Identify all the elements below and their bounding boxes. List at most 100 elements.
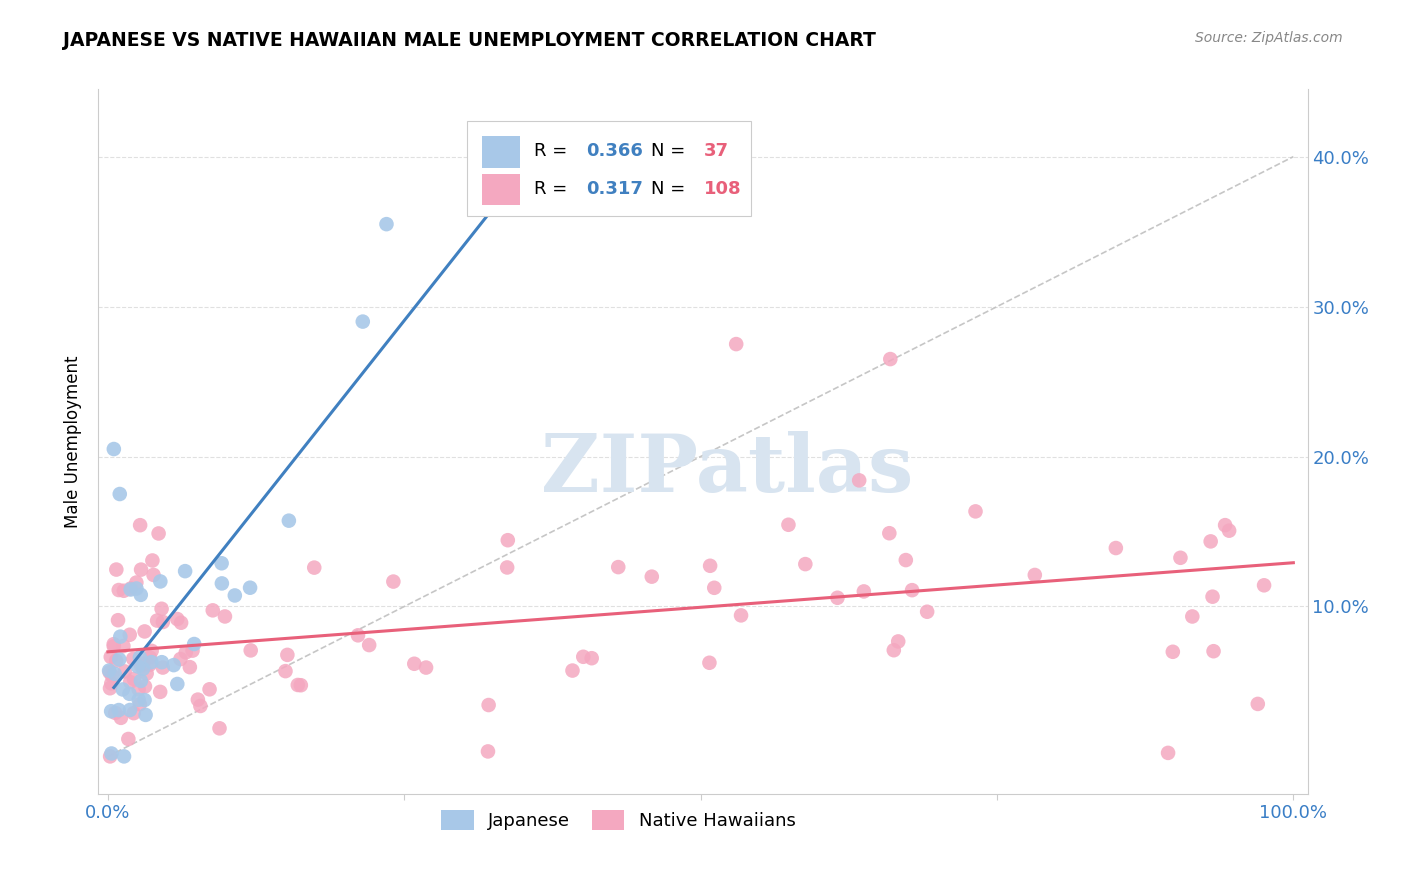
Point — [103, 637, 125, 651]
Point — [107, 613, 129, 627]
Point — [134, 624, 156, 639]
Point — [1024, 568, 1046, 582]
Point — [103, 442, 125, 456]
Point — [1181, 609, 1204, 624]
FancyBboxPatch shape — [467, 121, 751, 216]
Point — [699, 558, 721, 573]
Y-axis label: Male Unemployment: Male Unemployment — [65, 355, 83, 528]
Point — [104, 666, 127, 681]
Point — [118, 628, 141, 642]
Text: N =: N = — [651, 142, 690, 161]
Point — [179, 660, 201, 674]
Point — [127, 659, 149, 673]
Point — [224, 589, 246, 603]
Point — [848, 474, 870, 488]
Point — [98, 749, 121, 764]
Text: 108: 108 — [704, 180, 742, 198]
Point — [128, 692, 150, 706]
Point — [122, 672, 145, 686]
Point — [496, 533, 519, 548]
Point — [152, 615, 174, 629]
Point — [108, 487, 131, 501]
Point — [274, 664, 297, 678]
Point — [415, 660, 437, 674]
Point — [100, 649, 122, 664]
Point — [129, 588, 152, 602]
Text: R =: R = — [534, 180, 572, 198]
Point — [103, 640, 125, 654]
Point — [118, 687, 141, 701]
Point — [117, 731, 139, 746]
Point — [208, 722, 231, 736]
Point — [794, 557, 817, 571]
Point — [110, 711, 132, 725]
Point — [1161, 645, 1184, 659]
Point — [108, 652, 131, 666]
Point — [1201, 590, 1223, 604]
Point — [128, 682, 150, 697]
Point — [125, 582, 148, 596]
Point — [778, 517, 800, 532]
Point — [641, 569, 664, 583]
Point — [239, 643, 262, 657]
Point — [572, 649, 595, 664]
FancyBboxPatch shape — [482, 136, 520, 168]
Point — [107, 703, 129, 717]
Point — [141, 655, 163, 669]
Point — [105, 654, 128, 668]
Point — [181, 643, 204, 657]
Point — [163, 658, 186, 673]
Point — [141, 644, 163, 658]
Point — [201, 603, 224, 617]
Point — [239, 581, 262, 595]
Point — [125, 575, 148, 590]
Point — [198, 682, 221, 697]
Point — [100, 747, 122, 761]
Point — [169, 652, 191, 666]
Point — [304, 560, 326, 574]
Point — [561, 664, 583, 678]
Point — [166, 612, 188, 626]
Point — [827, 591, 849, 605]
Point — [114, 665, 136, 679]
Point — [120, 582, 142, 596]
Point — [1247, 697, 1270, 711]
Point — [100, 704, 122, 718]
Point — [135, 666, 157, 681]
Text: ZIPatlas: ZIPatlas — [541, 431, 914, 508]
Point — [134, 693, 156, 707]
Point — [496, 560, 519, 574]
Point — [290, 678, 312, 692]
Point — [287, 678, 309, 692]
Point — [478, 698, 501, 712]
Point — [879, 526, 901, 541]
Point — [129, 563, 152, 577]
Point — [1253, 578, 1275, 592]
Point — [404, 657, 426, 671]
Point — [375, 217, 398, 231]
Point — [965, 504, 987, 518]
Point — [887, 634, 910, 648]
Point — [122, 706, 145, 720]
Point — [352, 315, 374, 329]
Point — [699, 656, 721, 670]
Point — [129, 673, 152, 688]
Text: 37: 37 — [704, 142, 730, 161]
Point — [104, 706, 127, 720]
Point — [128, 697, 150, 711]
Point — [149, 574, 172, 589]
Point — [110, 630, 132, 644]
Point — [190, 698, 212, 713]
Point — [166, 677, 188, 691]
Point — [112, 583, 135, 598]
Point — [725, 337, 748, 351]
Point — [1105, 541, 1128, 555]
Point — [138, 657, 160, 672]
Point — [112, 749, 135, 764]
Point — [214, 609, 236, 624]
Point — [132, 662, 155, 676]
Point — [211, 556, 233, 570]
Point — [1218, 524, 1240, 538]
Point — [901, 583, 924, 598]
Point — [120, 582, 142, 597]
